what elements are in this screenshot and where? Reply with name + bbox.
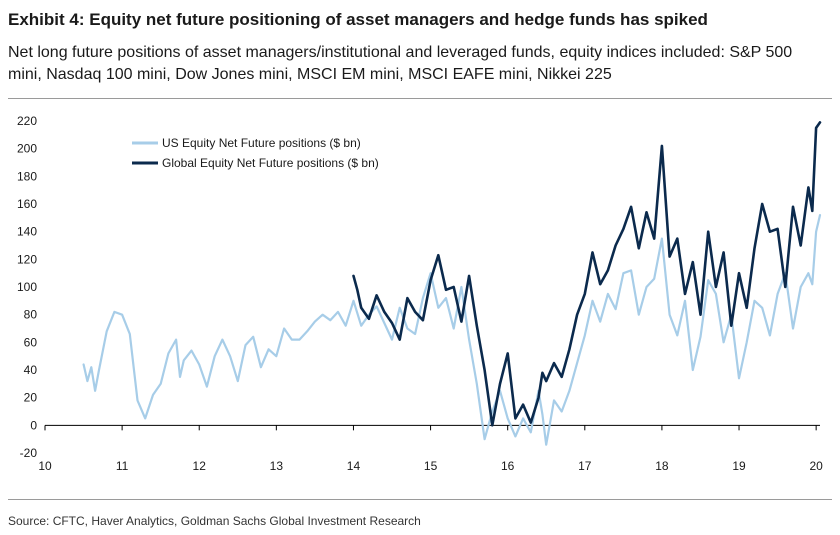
- y-tick-label: 220: [17, 114, 37, 128]
- exhibit-title: Exhibit 4: Equity net future positioning…: [8, 10, 708, 29]
- bottom-divider: [8, 499, 832, 500]
- source-note: Source: CFTC, Haver Analytics, Goldman S…: [8, 514, 421, 528]
- y-tick-label: 120: [17, 252, 37, 266]
- legend-label: Global Equity Net Future positions ($ bn…: [162, 156, 379, 170]
- top-divider: [8, 98, 832, 99]
- y-tick-label: 20: [24, 391, 38, 405]
- series-line-us-equity: [82, 214, 822, 446]
- x-tick-label: 12: [193, 459, 207, 473]
- exhibit-subtitle: Net long future positions of asset manag…: [8, 44, 793, 83]
- y-tick-label: 140: [17, 225, 37, 239]
- x-tick-label: 15: [424, 459, 438, 473]
- x-tick-label: 19: [732, 459, 746, 473]
- y-tick-label: 60: [24, 335, 38, 349]
- x-tick-label: 20: [809, 459, 823, 473]
- x-tick-label: 11: [116, 459, 129, 473]
- y-tick-label: 180: [17, 169, 37, 183]
- x-tick-label: 18: [655, 459, 669, 473]
- x-tick-label: 16: [501, 459, 515, 473]
- y-tick-label: 100: [17, 280, 37, 294]
- legend-label: US Equity Net Future positions ($ bn): [162, 136, 361, 150]
- x-tick-label: 13: [270, 459, 284, 473]
- y-tick-label: 160: [17, 197, 37, 211]
- x-tick-label: 10: [38, 459, 52, 473]
- y-tick-label: 80: [24, 308, 38, 322]
- x-tick-label: 14: [347, 459, 361, 473]
- y-tick-label: 200: [17, 142, 37, 156]
- y-tick-label: 0: [30, 418, 37, 432]
- y-tick-label: -20: [20, 446, 38, 460]
- x-tick-label: 17: [578, 459, 592, 473]
- y-tick-label: 40: [24, 363, 38, 377]
- series-line-global-equity: [352, 121, 822, 427]
